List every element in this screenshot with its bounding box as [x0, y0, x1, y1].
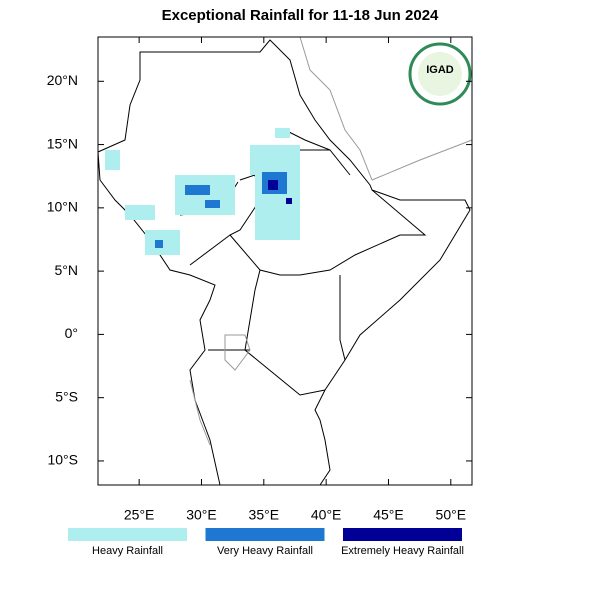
x-tick-label: 50°E [436, 507, 467, 523]
x-tick-label: 45°E [373, 507, 404, 523]
y-tick-label: 15°N [47, 135, 78, 151]
x-tick-label: 30°E [186, 507, 217, 523]
rainfall-area [105, 128, 300, 255]
legend-label: Heavy Rainfall [92, 545, 163, 557]
legend-label: Extremely Heavy Rainfall [341, 545, 464, 557]
legend-label: Very Heavy Rainfall [217, 545, 313, 557]
x-tick-label: 35°E [249, 507, 280, 523]
y-tick-label: 10°S [47, 452, 78, 468]
legend-swatch [68, 528, 187, 541]
x-tick-label: 25°E [124, 507, 155, 523]
map-title: Exceptional Rainfall for 11-18 Jun 2024 [162, 7, 439, 24]
y-tick-label: 5°N [55, 262, 79, 278]
y-tick-label: 10°N [47, 199, 78, 215]
logo: IGAD [408, 42, 472, 106]
legend-swatch [205, 528, 325, 541]
neighbor-outline [189, 36, 473, 446]
land-outline [97, 39, 471, 486]
map-frame [97, 36, 473, 486]
y-tick-label: 0° [65, 325, 78, 341]
y-tick-label: 20°N [47, 72, 78, 88]
y-tick-label: 5°S [55, 388, 78, 404]
logo-text: IGAD [426, 64, 454, 76]
legend-swatch [343, 528, 462, 541]
x-tick-label: 40°E [311, 507, 342, 523]
